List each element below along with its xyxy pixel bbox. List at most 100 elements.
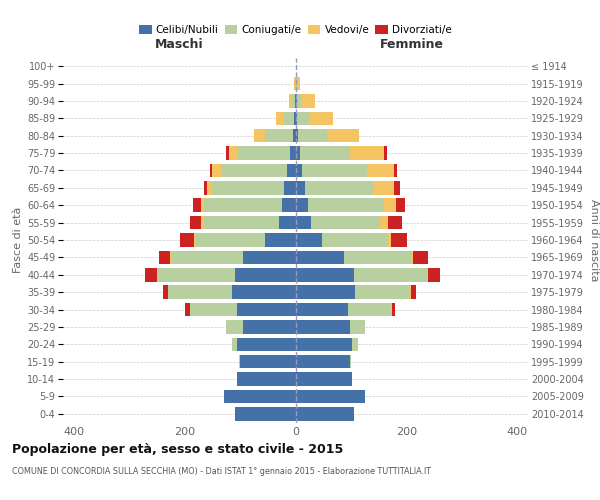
Bar: [209, 164, 212, 177]
Bar: [145, 268, 157, 281]
Bar: [170, 250, 171, 264]
Bar: [296, 112, 297, 125]
Text: COMUNE DI CONCORDIA SULLA SECCHIA (MO) - Dati ISTAT 1° gennaio 2015 - Elaborazio: COMUNE DI CONCORDIA SULLA SECCHIA (MO) -…: [12, 468, 431, 476]
Bar: [281, 198, 296, 212]
Bar: [212, 164, 221, 177]
Bar: [344, 250, 410, 264]
Bar: [348, 302, 391, 316]
Bar: [296, 338, 352, 351]
Bar: [204, 216, 279, 230]
Bar: [394, 181, 400, 194]
Bar: [235, 268, 296, 281]
Bar: [235, 407, 296, 420]
Legend: Celibi/Nubili, Coniugati/e, Vedovi/e, Divorziati/e: Celibi/Nubili, Coniugati/e, Vedovi/e, Di…: [135, 20, 456, 40]
Bar: [157, 268, 235, 281]
Bar: [202, 216, 204, 230]
Bar: [297, 77, 300, 90]
Bar: [194, 233, 196, 247]
Bar: [296, 198, 308, 212]
Bar: [296, 146, 300, 160]
Bar: [296, 233, 322, 247]
Bar: [296, 320, 350, 334]
Bar: [296, 390, 365, 403]
Bar: [284, 181, 296, 194]
Bar: [308, 198, 384, 212]
Bar: [392, 302, 395, 316]
Bar: [294, 112, 296, 125]
Bar: [226, 146, 229, 160]
Bar: [196, 233, 265, 247]
Bar: [190, 302, 238, 316]
Bar: [296, 355, 350, 368]
Bar: [207, 181, 212, 194]
Text: Maschi: Maschi: [155, 38, 203, 51]
Bar: [290, 146, 296, 160]
Bar: [293, 129, 296, 142]
Bar: [279, 216, 296, 230]
Bar: [289, 94, 292, 108]
Bar: [428, 268, 440, 281]
Bar: [239, 355, 240, 368]
Bar: [232, 286, 296, 299]
Bar: [296, 372, 352, 386]
Bar: [296, 250, 344, 264]
Bar: [427, 268, 428, 281]
Bar: [287, 164, 296, 177]
Bar: [238, 372, 296, 386]
Bar: [168, 286, 232, 299]
Bar: [265, 129, 293, 142]
Bar: [275, 112, 284, 125]
Bar: [373, 181, 394, 194]
Bar: [185, 302, 190, 316]
Bar: [296, 286, 355, 299]
Bar: [311, 216, 380, 230]
Y-axis label: Anni di nascita: Anni di nascita: [589, 198, 599, 281]
Bar: [226, 320, 243, 334]
Bar: [204, 181, 207, 194]
Bar: [300, 146, 350, 160]
Bar: [388, 216, 402, 230]
Text: Femmine: Femmine: [380, 38, 444, 51]
Bar: [284, 112, 294, 125]
Bar: [296, 94, 301, 108]
Bar: [190, 216, 202, 230]
Bar: [296, 77, 297, 90]
Bar: [238, 302, 296, 316]
Bar: [410, 250, 413, 264]
Bar: [394, 164, 397, 177]
Bar: [240, 355, 296, 368]
Bar: [238, 146, 290, 160]
Bar: [384, 198, 396, 212]
Bar: [265, 233, 296, 247]
Bar: [310, 112, 332, 125]
Bar: [350, 320, 365, 334]
Bar: [296, 181, 305, 194]
Bar: [163, 286, 168, 299]
Bar: [410, 286, 416, 299]
Bar: [296, 216, 311, 230]
Bar: [238, 338, 296, 351]
Bar: [296, 164, 302, 177]
Bar: [396, 198, 404, 212]
Bar: [388, 233, 391, 247]
Bar: [229, 146, 238, 160]
Bar: [296, 268, 353, 281]
Bar: [221, 164, 287, 177]
Bar: [384, 146, 387, 160]
Bar: [224, 390, 296, 403]
Bar: [202, 198, 204, 212]
Bar: [181, 233, 194, 247]
Bar: [350, 355, 351, 368]
Bar: [296, 302, 348, 316]
Bar: [322, 233, 388, 247]
Bar: [391, 233, 407, 247]
Bar: [254, 129, 265, 142]
Bar: [298, 129, 327, 142]
Bar: [232, 338, 238, 351]
Bar: [243, 250, 296, 264]
Bar: [243, 320, 296, 334]
Bar: [292, 94, 295, 108]
Bar: [305, 181, 373, 194]
Bar: [297, 112, 310, 125]
Bar: [367, 164, 394, 177]
